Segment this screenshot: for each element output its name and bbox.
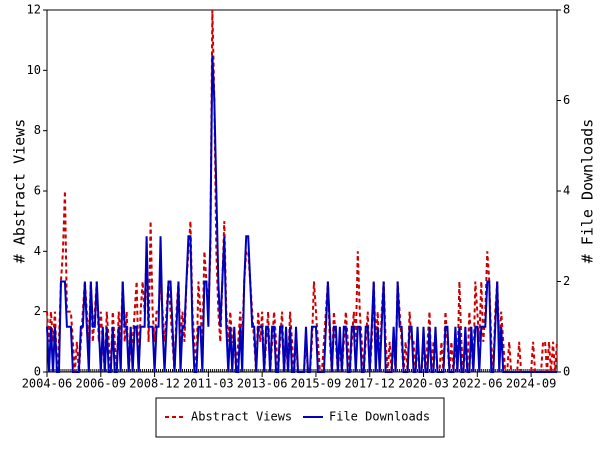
legend-box: [155, 397, 445, 438]
legend-label: Abstract Views: [191, 410, 292, 424]
y-tick-label: 4: [34, 244, 41, 258]
y2-tick-label: 8: [563, 3, 570, 17]
x-tick-label: 2020-03: [398, 377, 449, 391]
x-tick-label: 2024-09: [506, 377, 557, 391]
y2-tick-label: 0: [563, 365, 570, 379]
y2-tick-label: 4: [563, 184, 570, 198]
x-tick-label: 2008-12: [129, 377, 180, 391]
y2-tick-label: 6: [563, 93, 570, 107]
y-tick-label: 6: [34, 184, 41, 198]
y-tick-label: 10: [27, 63, 41, 77]
y-tick-label: 12: [27, 3, 41, 17]
x-tick-label: 2011-03: [183, 377, 234, 391]
y2-axis-title: # File Downloads: [579, 119, 597, 264]
y2-tick-label: 2: [563, 274, 570, 288]
plot-frame: [46, 9, 558, 373]
x-tick-label: 2015-09: [291, 377, 342, 391]
y-tick-label: 0: [34, 365, 41, 379]
x-tick-label: 2022-06: [452, 377, 503, 391]
y-tick-label: 8: [34, 123, 41, 137]
x-tick-label: 2004-06: [22, 377, 73, 391]
legend-label: File Downloads: [329, 410, 430, 424]
x-tick-label: 2017-12: [344, 377, 395, 391]
y-tick-label: 2: [34, 304, 41, 318]
x-tick-label: 2013-06: [237, 377, 288, 391]
x-tick-label: 2006-09: [76, 377, 127, 391]
data-line: [46, 55, 557, 373]
y-axis-title: # Abstract Views: [11, 119, 29, 264]
